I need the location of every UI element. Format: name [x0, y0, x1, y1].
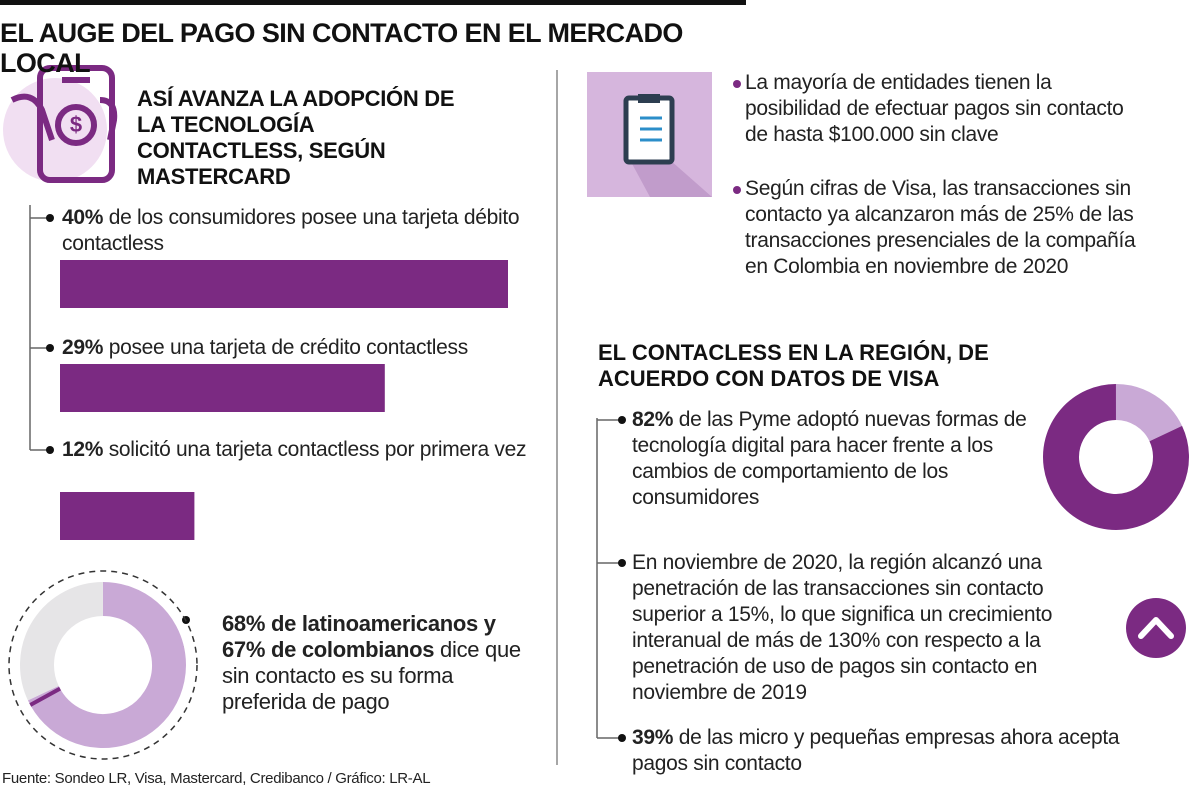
value-label: 12% — [62, 438, 104, 461]
text: de las micro y pequeñas empresas ahora a… — [632, 726, 1120, 775]
donut-segment — [1043, 384, 1189, 530]
text: solicitó una tarjeta contactless por pri… — [108, 438, 527, 461]
note: Según cifras de Visa, las transacciones … — [745, 177, 1136, 278]
clipboard-shadow — [630, 160, 712, 197]
bold-text: de latinoamericanos y — [270, 611, 496, 636]
growth-badge — [1126, 598, 1186, 658]
top-rule — [0, 0, 746, 5]
text: de los consumidores posee una tarjeta dé… — [62, 206, 520, 255]
note-bullets — [733, 80, 741, 194]
clipboard-clip — [638, 94, 660, 103]
text: posee una tarjeta de crédito contactless — [108, 336, 469, 359]
icon-dollar: $ — [70, 112, 82, 137]
donut-marker — [29, 686, 62, 707]
preference-text: 68% de latinoamericanos y 67% de colombi… — [222, 611, 542, 715]
pyme-text: 82% de las Pyme adoptó nuevas formas de … — [632, 407, 1042, 511]
title: EL AUGE DEL PAGO SIN CONTACTO EN EL MERC… — [0, 18, 683, 78]
value-label: 39% — [632, 726, 674, 749]
donut-rest — [20, 582, 104, 701]
penetration-text: En noviembre de 2020, la región alcanzó … — [632, 551, 1053, 704]
source: Fuente: Sondeo LR, Visa, Mastercard, Cre… — [2, 770, 431, 787]
phone-icon — [10, 65, 118, 183]
value-label: 68% — [222, 611, 266, 636]
micro-text: 39% de las micro y pequeñas empresas aho… — [632, 725, 1122, 777]
icon-bg — [3, 78, 107, 182]
right-connector — [596, 418, 622, 739]
note: La mayoría de entidades tienen la posibi… — [745, 71, 1124, 146]
clipboard-lines — [640, 116, 662, 142]
donut-segment — [27, 582, 186, 748]
bar-text: 29% posee una tarjeta de crédito contact… — [62, 335, 542, 361]
growth-chevron — [1138, 617, 1174, 639]
left-connector — [29, 205, 50, 451]
bar — [60, 492, 195, 540]
bar-text: 12% solicitó una tarjeta contactless por… — [62, 437, 532, 463]
bar — [60, 260, 508, 308]
value-label: 40% — [62, 206, 104, 229]
donut-rest — [1115, 384, 1183, 443]
dashed-ring — [8, 570, 198, 760]
value-label: 82% — [632, 408, 674, 431]
value-label: 29% — [62, 336, 104, 359]
region-heading: EL CONTACLESS EN LA REGIÓN, DE ACUERDO C… — [598, 340, 989, 391]
bold-text: de colombianos — [270, 637, 435, 662]
value-label: 67% — [222, 637, 266, 662]
bar — [60, 364, 385, 412]
bar-text: 40% de los consumidores posee una tarjet… — [62, 205, 532, 257]
text: de las Pyme adoptó nuevas formas de tecn… — [632, 408, 1027, 509]
text: dice que sin contacto es su forma prefer… — [222, 637, 521, 714]
right-bullets — [618, 416, 626, 742]
mastercard-heading: ASÍ AVANZA LA ADOPCIÓN DE LA TECNOLOGÍA … — [137, 86, 455, 189]
